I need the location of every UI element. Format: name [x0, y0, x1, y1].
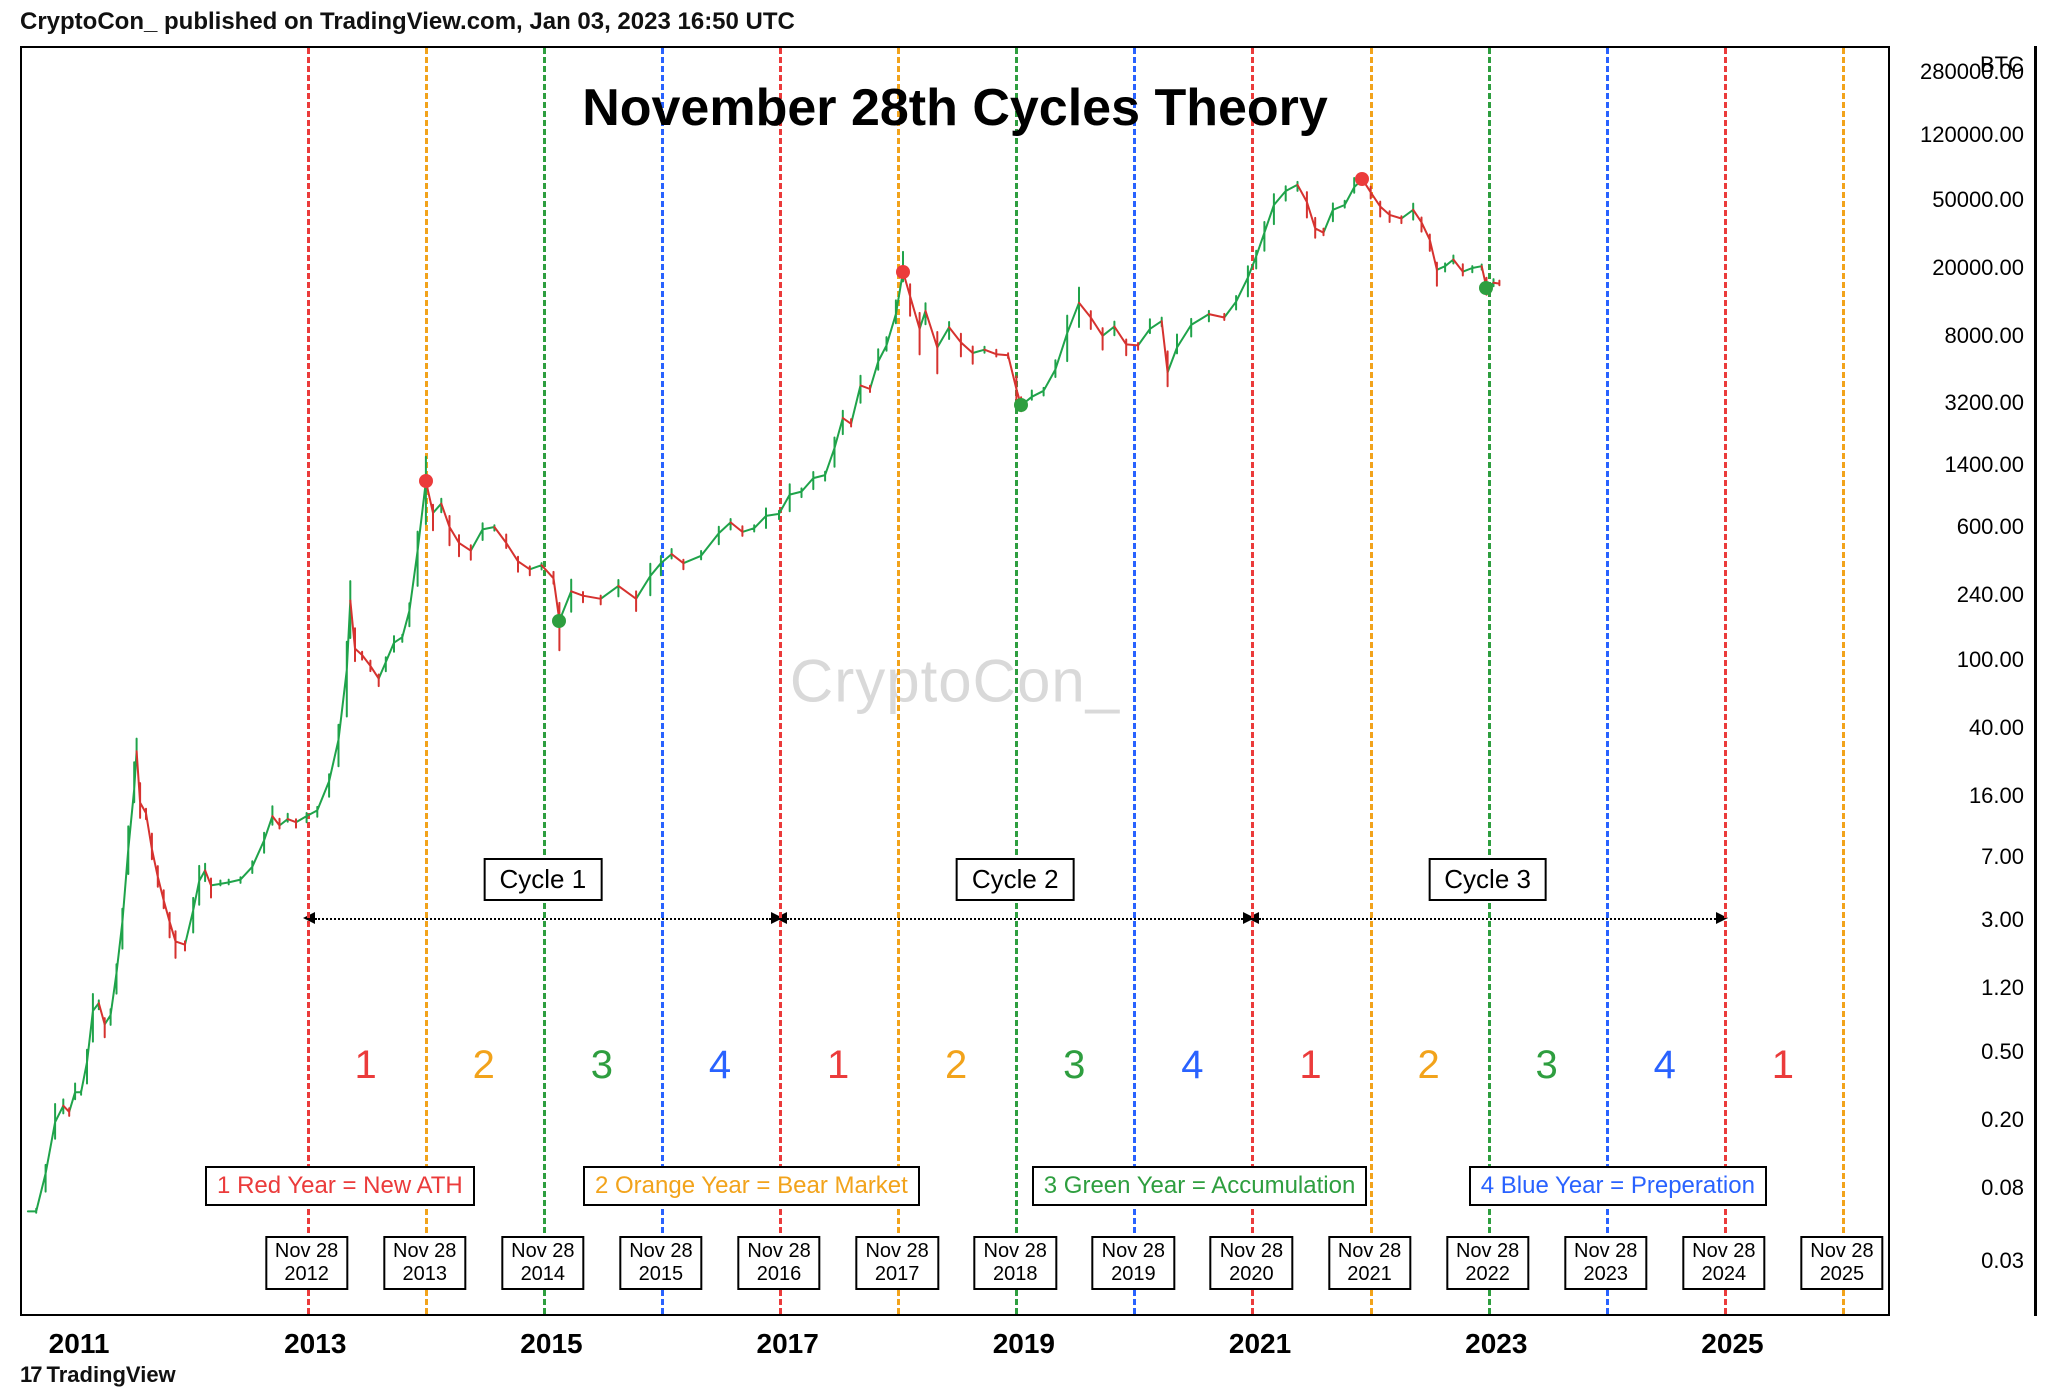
- phase-number: 1: [1772, 1043, 1794, 1088]
- cycle-vline: [897, 48, 900, 1314]
- phase-number: 1: [1299, 1043, 1321, 1088]
- y-tick-label: 3200.00: [1944, 390, 2024, 416]
- y-tick-label: 7.00: [1981, 844, 2024, 870]
- x-tick-label: 2023: [1465, 1328, 1527, 1360]
- date-box: Nov 282020: [1210, 1236, 1293, 1290]
- cycle-vline: [1724, 48, 1727, 1314]
- legend-entry: 4 Blue Year = Preperation: [1469, 1166, 1767, 1206]
- legend-entry: 3 Green Year = Accumulation: [1032, 1166, 1368, 1206]
- y-tick-label: 100.00: [1957, 647, 2024, 673]
- phase-number: 3: [1063, 1043, 1085, 1088]
- chart-area[interactable]: November 28th Cycles Theory CryptoCon_ 1…: [20, 46, 1890, 1316]
- x-tick-label: 2015: [520, 1328, 582, 1360]
- cycle-vline: [1488, 48, 1491, 1314]
- y-tick-label: 50000.00: [1932, 187, 2024, 213]
- cycle-arrow: [787, 918, 1243, 920]
- cycle-vline: [425, 48, 428, 1314]
- cycle-label: Cycle 2: [956, 858, 1075, 901]
- phase-number: 2: [945, 1043, 967, 1088]
- date-box: Nov 282023: [1564, 1236, 1647, 1290]
- cycle-vline: [1015, 48, 1018, 1314]
- tradingview-brand: TradingView: [46, 1362, 175, 1387]
- x-tick-label: 2019: [993, 1328, 1055, 1360]
- phase-number: 3: [591, 1043, 613, 1088]
- x-tick-label: 2011: [49, 1328, 110, 1360]
- legend-entry: 2 Orange Year = Bear Market: [583, 1166, 920, 1206]
- date-box: Nov 282014: [501, 1236, 584, 1290]
- y-tick-label: 0.20: [1981, 1107, 2024, 1133]
- cycle-top-marker: [896, 265, 910, 279]
- legend-entry: 1 Red Year = New ATH: [205, 1166, 475, 1206]
- cycle-vline: [1606, 48, 1609, 1314]
- y-tick-label: 16.00: [1969, 783, 2024, 809]
- y-tick-label: 40.00: [1969, 715, 2024, 741]
- cycle-arrow: [315, 918, 771, 920]
- phase-number: 3: [1536, 1043, 1558, 1088]
- y-tick-label: 1400.00: [1944, 452, 2024, 478]
- date-box: Nov 282016: [737, 1236, 820, 1290]
- chart-title: November 28th Cycles Theory: [582, 78, 1328, 138]
- y-tick-label: 3.00: [1981, 907, 2024, 933]
- x-tick-label: 2017: [757, 1328, 819, 1360]
- date-box: Nov 282024: [1682, 1236, 1765, 1290]
- phase-number: 4: [1654, 1043, 1676, 1088]
- cycle-bottom-marker: [1479, 281, 1493, 295]
- y-tick-label: 0.03: [1981, 1248, 2024, 1274]
- cycle-top-marker: [1355, 172, 1369, 186]
- y-tick-label: 280000.00: [1920, 59, 2024, 85]
- phase-number: 4: [1181, 1043, 1203, 1088]
- x-axis: 2011 2013 2015 2017 2019 2021 2023 2025: [20, 1322, 1890, 1362]
- date-box: Nov 282018: [974, 1236, 1057, 1290]
- cycle-vline: [1370, 48, 1373, 1314]
- date-box: Nov 282017: [855, 1236, 938, 1290]
- watermark: CryptoCon_: [790, 647, 1120, 716]
- cycle-vline: [1251, 48, 1254, 1314]
- date-box: Nov 282022: [1446, 1236, 1529, 1290]
- tradingview-logo-icon: 17: [20, 1362, 40, 1387]
- cycle-vline: [1842, 48, 1845, 1314]
- date-box: Nov 282019: [1092, 1236, 1175, 1290]
- x-tick-label: 2025: [1701, 1328, 1763, 1360]
- cycle-vline: [307, 48, 310, 1314]
- y-tick-label: 600.00: [1957, 514, 2024, 540]
- y-axis: BTC 280000.00120000.0050000.0020000.0080…: [1894, 46, 2037, 1316]
- phase-number: 1: [827, 1043, 849, 1088]
- y-tick-label: 240.00: [1957, 582, 2024, 608]
- cycle-label: Cycle 3: [1428, 858, 1547, 901]
- cycle-vline: [1133, 48, 1136, 1314]
- cycle-bottom-marker: [1014, 398, 1028, 412]
- date-box: Nov 282025: [1800, 1236, 1883, 1290]
- date-box: Nov 282012: [265, 1236, 348, 1290]
- phase-number: 2: [1417, 1043, 1439, 1088]
- y-tick-label: 20000.00: [1932, 255, 2024, 281]
- phase-number: 1: [355, 1043, 377, 1088]
- cycle-vline: [661, 48, 664, 1314]
- cycle-bottom-marker: [552, 614, 566, 628]
- footer-brand: 17TradingView: [20, 1362, 176, 1388]
- date-box: Nov 282021: [1328, 1236, 1411, 1290]
- phase-number: 4: [709, 1043, 731, 1088]
- y-tick-label: 0.08: [1981, 1175, 2024, 1201]
- y-tick-label: 0.50: [1981, 1039, 2024, 1065]
- date-box: Nov 282013: [383, 1236, 466, 1290]
- cycle-vline: [543, 48, 546, 1314]
- y-tick-label: 8000.00: [1944, 323, 2024, 349]
- date-box: Nov 282015: [619, 1236, 702, 1290]
- x-tick-label: 2013: [284, 1328, 346, 1360]
- cycle-vline: [779, 48, 782, 1314]
- cycle-arrow: [1259, 918, 1715, 920]
- y-tick-label: 120000.00: [1920, 122, 2024, 148]
- publish-header: CryptoCon_ published on TradingView.com,…: [20, 8, 795, 36]
- phase-number: 2: [473, 1043, 495, 1088]
- x-tick-label: 2021: [1229, 1328, 1291, 1360]
- y-tick-label: 1.20: [1981, 975, 2024, 1001]
- cycle-label: Cycle 1: [483, 858, 602, 901]
- cycle-top-marker: [419, 474, 433, 488]
